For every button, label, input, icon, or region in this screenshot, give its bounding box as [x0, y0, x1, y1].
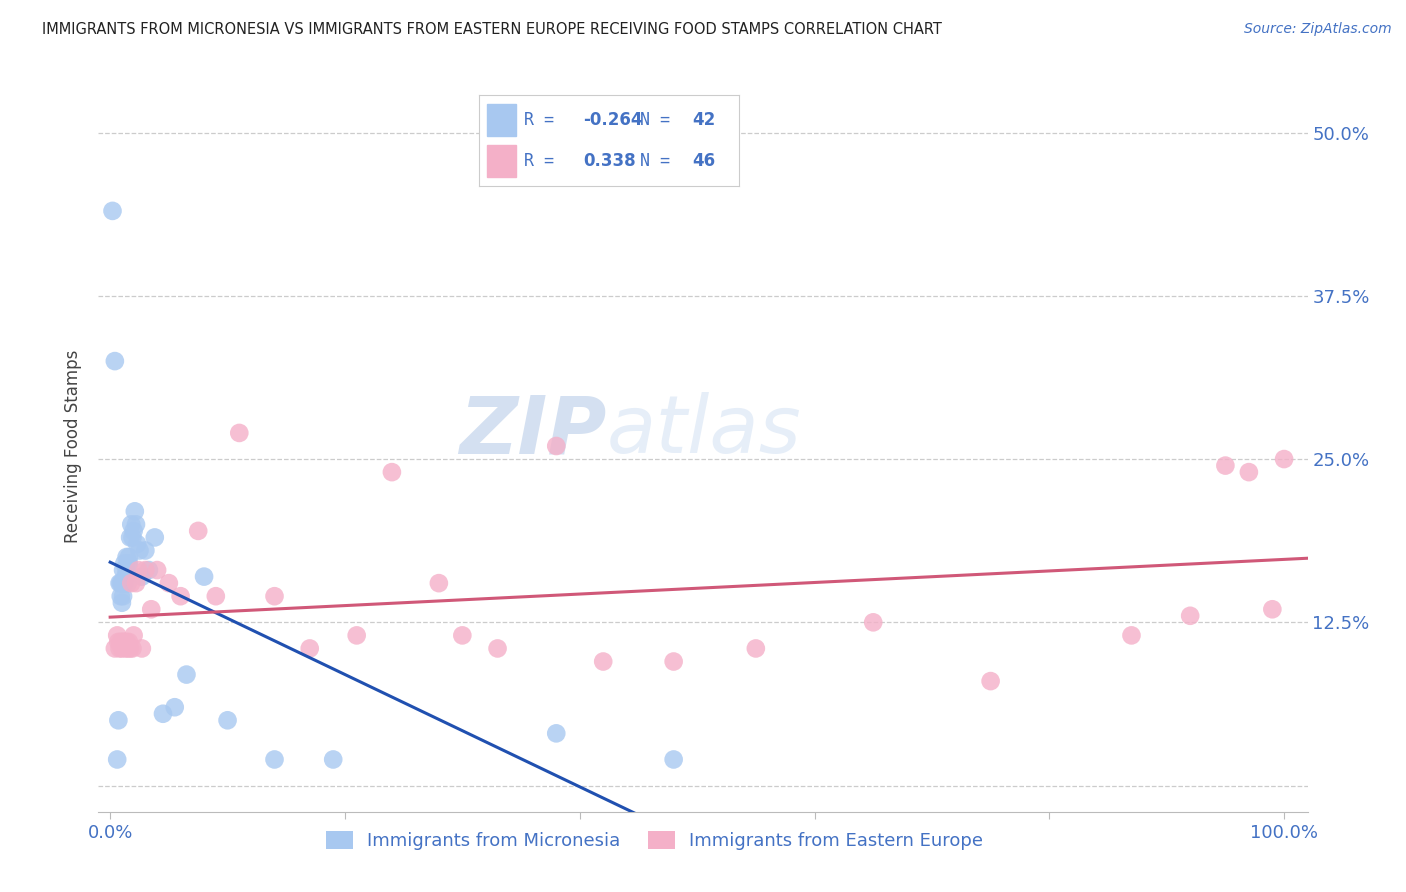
Point — [176, 667, 198, 681]
Point — [117, 576, 139, 591]
Point — [127, 537, 149, 551]
Point — [980, 674, 1002, 689]
Point — [112, 576, 135, 591]
Point — [193, 569, 215, 583]
Point — [108, 641, 131, 656]
Point — [110, 576, 132, 591]
Point — [117, 641, 139, 656]
Point — [187, 524, 209, 538]
Point — [105, 752, 128, 766]
Point — [114, 576, 136, 591]
Point — [104, 641, 127, 656]
Point — [108, 576, 131, 591]
Point — [546, 726, 568, 740]
Text: ZIP: ZIP — [458, 392, 606, 470]
Point — [105, 628, 128, 642]
Point — [1237, 465, 1260, 479]
Point — [592, 655, 614, 669]
Point — [112, 563, 135, 577]
Point — [322, 752, 344, 766]
Point — [146, 563, 169, 577]
Point — [114, 569, 136, 583]
Point — [112, 635, 135, 649]
Point — [120, 517, 142, 532]
Point — [117, 557, 139, 571]
Point — [120, 576, 142, 591]
Point — [124, 504, 146, 518]
Point — [131, 569, 153, 583]
Point — [131, 641, 153, 656]
Point — [169, 589, 191, 603]
Legend: Immigrants from Micronesia, Immigrants from Eastern Europe: Immigrants from Micronesia, Immigrants f… — [319, 823, 991, 857]
Point — [111, 596, 134, 610]
Point — [157, 576, 180, 591]
Point — [121, 530, 143, 544]
Point — [118, 549, 141, 564]
Point — [127, 563, 149, 577]
Point — [546, 439, 568, 453]
Point — [104, 354, 127, 368]
Point — [111, 576, 134, 591]
Point — [107, 714, 129, 728]
Text: IMMIGRANTS FROM MICRONESIA VS IMMIGRANTS FROM EASTERN EUROPE RECEIVING FOOD STAM: IMMIGRANTS FROM MICRONESIA VS IMMIGRANTS… — [42, 22, 942, 37]
Point — [111, 641, 134, 656]
Point — [107, 635, 129, 649]
Point — [118, 635, 141, 649]
Point — [486, 641, 509, 656]
Point — [115, 563, 138, 577]
Point — [122, 524, 145, 538]
Point — [112, 589, 135, 603]
Point — [122, 628, 145, 642]
Point — [662, 655, 685, 669]
Point — [1261, 602, 1284, 616]
Point — [662, 752, 685, 766]
Point — [114, 641, 136, 656]
Point — [1215, 458, 1237, 473]
Point — [141, 602, 163, 616]
Point — [125, 576, 148, 591]
Point — [134, 563, 156, 577]
Point — [381, 465, 404, 479]
Point — [115, 549, 138, 564]
Point — [143, 530, 166, 544]
Point — [228, 425, 250, 440]
Point — [163, 700, 186, 714]
Text: Source: ZipAtlas.com: Source: ZipAtlas.com — [1244, 22, 1392, 37]
Point — [138, 563, 160, 577]
Point — [120, 530, 142, 544]
Point — [263, 752, 285, 766]
Point — [451, 628, 474, 642]
Point — [112, 635, 135, 649]
Point — [427, 576, 450, 591]
Point — [346, 628, 368, 642]
Point — [152, 706, 174, 721]
Point — [101, 203, 124, 218]
Point — [115, 635, 138, 649]
Point — [1121, 628, 1143, 642]
Y-axis label: Receiving Food Stamps: Receiving Food Stamps — [65, 350, 83, 542]
Point — [110, 589, 132, 603]
Point — [110, 635, 132, 649]
Point — [120, 641, 142, 656]
Text: atlas: atlas — [606, 392, 801, 470]
Point — [1272, 452, 1295, 467]
Point — [121, 641, 143, 656]
Point — [217, 714, 239, 728]
Point — [118, 557, 141, 571]
Point — [128, 543, 150, 558]
Point — [862, 615, 884, 630]
Point — [125, 517, 148, 532]
Point — [112, 557, 135, 571]
Point — [134, 543, 156, 558]
Point — [1180, 608, 1202, 623]
Point — [298, 641, 321, 656]
Point — [745, 641, 768, 656]
Point — [263, 589, 285, 603]
Point — [204, 589, 226, 603]
